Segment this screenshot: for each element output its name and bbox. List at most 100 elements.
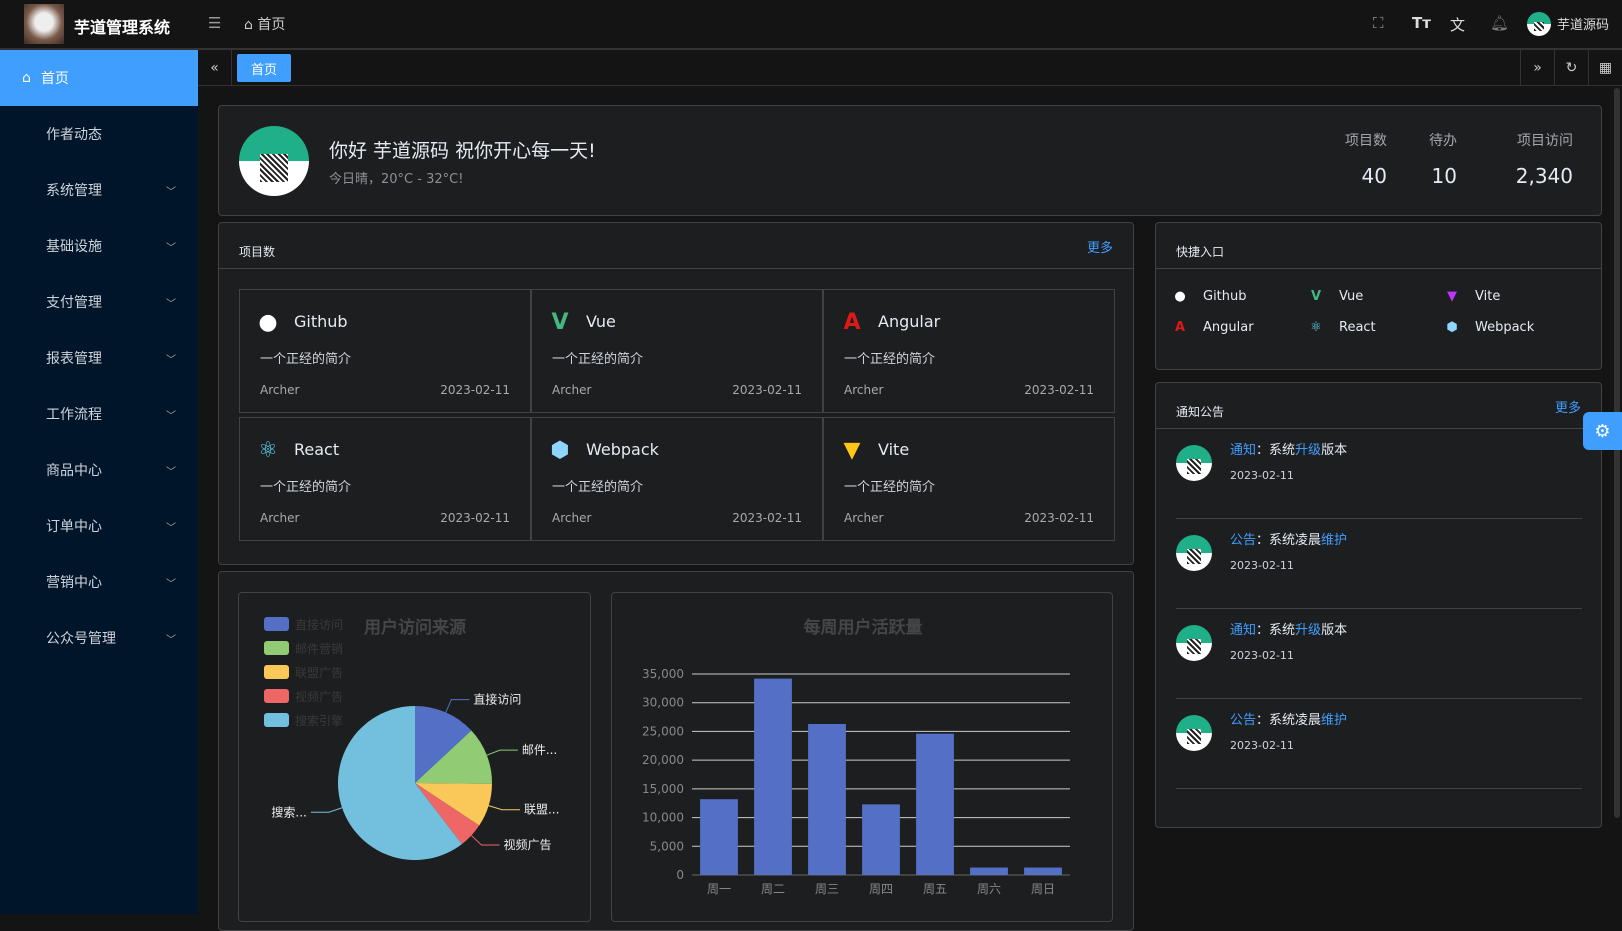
sidebar-item[interactable]: 营销中心 ﹀ bbox=[0, 554, 198, 610]
notice-item[interactable]: 公告：系统凌晨维护 2023-02-11 bbox=[1176, 699, 1582, 789]
quick-entry-label: Angular bbox=[1203, 320, 1254, 335]
sidebar-item[interactable]: 基础设施 ﹀ bbox=[0, 218, 198, 274]
x-tick-label: 周四 bbox=[869, 882, 893, 896]
legend-label: 视频广告 bbox=[295, 689, 343, 704]
chart-title: 每周用户活跃量 bbox=[804, 617, 923, 638]
quick-entry-label: Vite bbox=[1475, 289, 1501, 304]
sidebar-item-label: 首页 bbox=[40, 71, 69, 87]
project-item[interactable]: ⚛ React 一个正经的简介 Archer 2023-02-11 bbox=[239, 417, 531, 541]
breadcrumb[interactable]: ⌂ 首页 bbox=[244, 14, 285, 34]
sidebar-item-label: 作者动态 bbox=[46, 127, 102, 143]
quick-entry-angular[interactable]: A Angular bbox=[1171, 320, 1254, 335]
pie-label-line bbox=[486, 749, 518, 756]
quick-entry-github[interactable]: ● Github bbox=[1171, 289, 1246, 304]
vite-icon: ▼ bbox=[843, 437, 861, 463]
pie-label: 邮件... bbox=[522, 743, 557, 757]
quick-entry-vue[interactable]: V Vue bbox=[1307, 289, 1363, 304]
home-icon: ⌂ bbox=[22, 70, 31, 86]
stat-item: 项目数 40 bbox=[1345, 130, 1387, 188]
y-tick-label: 0 bbox=[676, 868, 684, 882]
sidebar-item[interactable]: 订单中心 ﹀ bbox=[0, 498, 198, 554]
vue-icon: V bbox=[1310, 289, 1322, 304]
stat-label: 待办 bbox=[1429, 133, 1457, 149]
grid-menu-icon[interactable]: ▦ bbox=[1588, 50, 1622, 86]
pie-slice bbox=[415, 783, 480, 845]
project-item[interactable]: ⬢ Webpack 一个正经的简介 Archer 2023-02-11 bbox=[531, 417, 823, 541]
project-date: 2023-02-11 bbox=[1024, 511, 1094, 525]
user-avatar[interactable] bbox=[1527, 12, 1551, 36]
translate-icon[interactable]: 文 bbox=[1450, 16, 1466, 34]
projects-title: 项目数 bbox=[239, 245, 276, 259]
tab-home[interactable]: 首页 bbox=[237, 54, 291, 82]
scroll-left-icon[interactable]: « bbox=[198, 50, 232, 86]
quick-entry-vite[interactable]: ▼ Vite bbox=[1443, 289, 1500, 304]
notice-avatar bbox=[1176, 535, 1212, 571]
legend-label: 联盟广告 bbox=[295, 666, 343, 680]
legend-label: 邮件营销 bbox=[295, 642, 343, 656]
project-item[interactable]: ▼ Vite 一个正经的简介 Archer 2023-02-11 bbox=[823, 417, 1115, 541]
sidebar-item[interactable]: 作者动态 bbox=[0, 106, 198, 162]
sidebar-item-label: 商品中心 bbox=[46, 463, 102, 479]
bar bbox=[862, 804, 900, 875]
projects-more-link[interactable]: 更多 bbox=[1086, 241, 1113, 256]
project-author: Archer bbox=[260, 383, 300, 397]
project-item[interactable]: V Vue 一个正经的简介 Archer 2023-02-11 bbox=[531, 289, 823, 413]
project-date: 2023-02-11 bbox=[440, 511, 510, 525]
notice-item[interactable]: 通知：系统升级版本 2023-02-11 bbox=[1176, 609, 1582, 699]
notice-item[interactable]: 通知：系统升级版本 2023-02-11 bbox=[1176, 429, 1582, 519]
sidebar-item[interactable]: 工作流程 ﹀ bbox=[0, 386, 198, 442]
chevron-down-icon: ﹀ bbox=[166, 578, 176, 590]
project-name: Github bbox=[294, 312, 348, 331]
project-date: 2023-02-11 bbox=[732, 511, 802, 525]
project-name: Vite bbox=[878, 440, 910, 459]
welcome-card: 你好 芋道源码 祝你开心每一天! 今日晴，20°C - 32°C! 项目数 40 待… bbox=[218, 105, 1602, 216]
project-author: Archer bbox=[552, 383, 592, 397]
x-tick-label: 周五 bbox=[923, 882, 947, 896]
sidebar-item[interactable]: 公众号管理 ﹀ bbox=[0, 610, 198, 666]
notice-more-link[interactable]: 更多 bbox=[1554, 401, 1581, 416]
chevron-down-icon: ﹀ bbox=[166, 466, 176, 478]
project-desc: 一个正经的简介 bbox=[552, 480, 644, 495]
home-icon: ⌂ bbox=[244, 17, 253, 33]
notice-text: 通知：系统升级版本 bbox=[1230, 623, 1348, 638]
sidebar-item[interactable]: 支付管理 ﹀ bbox=[0, 274, 198, 330]
pie-slice bbox=[415, 730, 492, 784]
sidebar-item[interactable]: 商品中心 ﹀ bbox=[0, 442, 198, 498]
chevron-down-icon: ﹀ bbox=[166, 242, 176, 254]
fullscreen-icon[interactable]: ⛶ bbox=[1373, 14, 1384, 32]
sidebar-item[interactable]: 报表管理 ﹀ bbox=[0, 330, 198, 386]
notice-date: 2023-02-11 bbox=[1230, 739, 1294, 752]
stat-value: 40 bbox=[1361, 164, 1387, 188]
sidebar-item-label: 支付管理 bbox=[46, 295, 102, 311]
notice-item[interactable]: 公告：系统凌晨维护 2023-02-11 bbox=[1176, 519, 1582, 609]
pie-label-line bbox=[310, 807, 343, 813]
bell-icon[interactable]: 🔔︎ bbox=[1490, 14, 1510, 32]
bar-chart-panel: 每周用户活跃量 0 5,000 10,000 15,000 20,000 25,000 30,… bbox=[611, 592, 1113, 922]
github-icon: ● bbox=[1174, 289, 1186, 304]
y-tick-label: 15,000 bbox=[642, 782, 684, 796]
user-name[interactable]: 芋道源码 bbox=[1557, 18, 1610, 33]
sidebar-item-label: 基础设施 bbox=[46, 239, 102, 255]
refresh-icon[interactable]: ↻ bbox=[1554, 50, 1588, 86]
scroll-right-icon[interactable]: » bbox=[1520, 50, 1554, 86]
sidebar-item[interactable]: ⌂ 首页 bbox=[0, 50, 198, 106]
sidebar-item[interactable]: 系统管理 ﹀ bbox=[0, 162, 198, 218]
bar-chart: 每周用户活跃量 0 5,000 10,000 15,000 20,000 25,000 30,… bbox=[642, 617, 1070, 896]
x-tick-label: 周六 bbox=[977, 882, 1001, 896]
charts-card: 用户访问来源 直接访问 邮件营销 联盟广告 视频广告 搜索引擎 直接访问 邮件... 联盟...… bbox=[218, 571, 1134, 931]
quick-entry-webpack[interactable]: ⬢ Webpack bbox=[1443, 320, 1534, 335]
project-desc: 一个正经的简介 bbox=[260, 480, 352, 495]
project-item[interactable]: ● Github 一个正经的简介 Archer 2023-02-11 bbox=[239, 289, 531, 413]
notice-avatar bbox=[1176, 445, 1212, 481]
settings-gear-icon[interactable]: ⚙ bbox=[1583, 412, 1622, 450]
top-header: 芋道管理系统 ☰ ⌂ 首页 ⛶ Tт 文 🔔︎ 芋道源码 bbox=[0, 0, 1622, 50]
quick-entry-react[interactable]: ⚛ React bbox=[1307, 320, 1376, 335]
sidebar-item-label: 工作流程 bbox=[46, 407, 102, 423]
menu-fold-icon[interactable]: ☰ bbox=[208, 14, 222, 32]
webpack-icon: ⬢ bbox=[1446, 320, 1458, 335]
font-size-icon[interactable]: Tт bbox=[1412, 14, 1431, 32]
project-item[interactable]: A Angular 一个正经的简介 Archer 2023-02-11 bbox=[823, 289, 1115, 413]
breadcrumb-item: 首页 bbox=[257, 17, 286, 33]
react-icon: ⚛ bbox=[1310, 320, 1322, 335]
scrollbar[interactable] bbox=[1614, 88, 1620, 818]
